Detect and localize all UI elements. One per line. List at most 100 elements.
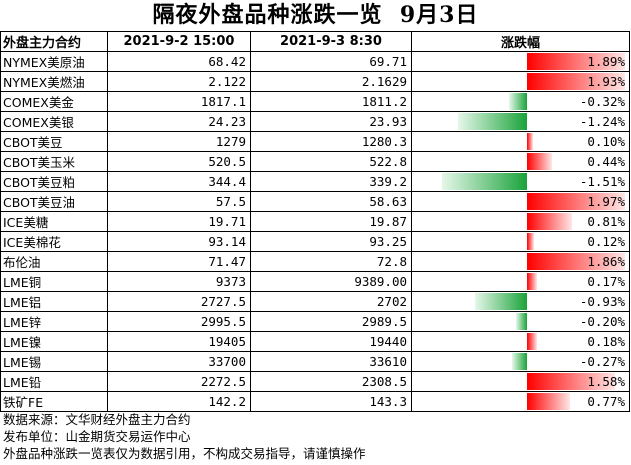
prev-price: 24.23 [107, 111, 251, 132]
change-cell: 0.12% [411, 231, 630, 252]
change-value: 1.58% [587, 374, 625, 389]
change-bar-up [527, 233, 534, 250]
change-value: 1.89% [587, 54, 625, 69]
curr-price: 1811.2 [250, 91, 412, 112]
contract-name: NYMEX美燃油 [0, 71, 108, 92]
curr-price: 2308.5 [250, 371, 412, 392]
prev-price: 2272.5 [107, 371, 251, 392]
header-prev-time: 2021-9-2 15:00 [107, 31, 251, 52]
change-bar-up [527, 393, 571, 410]
curr-price: 19.87 [250, 211, 412, 232]
contract-name: CBOT美玉米 [0, 151, 108, 172]
contract-name: LME锡 [0, 351, 108, 372]
curr-price: 58.63 [250, 191, 412, 212]
curr-price: 9389.00 [250, 271, 412, 292]
curr-price: 339.2 [250, 171, 412, 192]
change-value: 0.18% [587, 334, 625, 349]
change-bar-up [527, 333, 538, 350]
table-row: LME铝 2727.5 2702 -0.93% [0, 291, 630, 312]
table-row: LME铅 2272.5 2308.5 1.58% [0, 371, 630, 392]
change-value: 1.86% [587, 254, 625, 269]
table-row: LME锌 2995.5 2989.5 -0.20% [0, 311, 630, 332]
contract-name: ICE美糖 [0, 211, 108, 232]
prev-price: 142.2 [107, 391, 251, 412]
change-cell: -0.27% [411, 351, 630, 372]
contract-name: LME铝 [0, 291, 108, 312]
table-row: LME镍 19405 19440 0.18% [0, 331, 630, 352]
change-value: 0.77% [587, 394, 625, 409]
prev-price: 344.4 [107, 171, 251, 192]
change-cell: 0.77% [411, 391, 630, 412]
change-cell: 1.93% [411, 71, 630, 92]
prev-price: 2727.5 [107, 291, 251, 312]
table-row: 铁矿FE 142.2 143.3 0.77% [0, 391, 630, 412]
change-cell: 0.81% [411, 211, 630, 232]
change-cell: 0.17% [411, 271, 630, 292]
table-header-row: 外盘主力合约 2021-9-2 15:00 2021-9-3 8:30 涨跌幅 [0, 31, 630, 52]
curr-price: 1280.3 [250, 131, 412, 152]
table-row: NYMEX美原油 68.42 69.71 1.89% [0, 51, 630, 72]
change-cell: 1.86% [411, 251, 630, 272]
change-value: 0.12% [587, 234, 625, 249]
prev-price: 57.5 [107, 191, 251, 212]
contract-name: CBOT美豆 [0, 131, 108, 152]
change-bar-down [442, 173, 527, 190]
change-bar-down [509, 93, 527, 110]
curr-price: 72.8 [250, 251, 412, 272]
curr-price: 69.71 [250, 51, 412, 72]
prev-price: 2995.5 [107, 311, 251, 332]
table-row: NYMEX美燃油 2.122 2.1629 1.93% [0, 71, 630, 92]
change-value: -0.93% [579, 294, 625, 309]
header-contract: 外盘主力合约 [0, 31, 108, 52]
header-change: 涨跌幅 [411, 31, 630, 52]
change-bar-down [511, 353, 527, 370]
prev-price: 19.71 [107, 211, 251, 232]
prev-price: 19405 [107, 331, 251, 352]
prev-price: 93.14 [107, 231, 251, 252]
curr-price: 23.93 [250, 111, 412, 132]
curr-price: 143.3 [250, 391, 412, 412]
change-value: 1.97% [587, 194, 625, 209]
change-bar-up [527, 213, 573, 230]
change-value: 0.81% [587, 214, 625, 229]
contract-name: CBOT美豆粕 [0, 171, 108, 192]
change-value: -1.51% [579, 174, 625, 189]
change-value: -0.20% [579, 314, 625, 329]
table-row: ICE美糖 19.71 19.87 0.81% [0, 211, 630, 232]
change-bar-up [527, 133, 533, 150]
sheet-title: 隔夜外盘品种涨跌一览 9月3日 [152, 2, 479, 28]
change-cell: 1.58% [411, 371, 630, 392]
table-row: CBOT美豆 1279 1280.3 0.10% [0, 131, 630, 152]
contract-name: ICE美棉花 [0, 231, 108, 252]
change-cell: -1.51% [411, 171, 630, 192]
prev-price: 71.47 [107, 251, 251, 272]
contract-name: 布伦油 [0, 251, 108, 272]
footnotes: 数据来源：文华财经外盘主力合约 发布单位：山金期货交易运作中心 外盘品种涨跌一览… [3, 411, 366, 462]
table-row: 布伦油 71.47 72.8 1.86% [0, 251, 630, 272]
contract-name: COMEX美金 [0, 91, 108, 112]
change-value: -1.24% [579, 114, 625, 129]
change-cell: -0.20% [411, 311, 630, 332]
prev-price: 68.42 [107, 51, 251, 72]
curr-price: 33610 [250, 351, 412, 372]
change-bar-up [527, 373, 616, 390]
note-source: 数据来源：文华财经外盘主力合约 [3, 412, 191, 427]
note-publisher: 发布单位：山金期货交易运作中心 [3, 429, 191, 444]
prev-price: 33700 [107, 351, 251, 372]
contract-name: 铁矿FE [0, 391, 108, 412]
prev-price: 9373 [107, 271, 251, 292]
change-value: 0.10% [587, 134, 625, 149]
prev-price: 520.5 [107, 151, 251, 172]
change-cell: 1.89% [411, 51, 630, 72]
table-row: COMEX美银 24.23 23.93 -1.24% [0, 111, 630, 132]
table-row: CBOT美玉米 520.5 522.8 0.44% [0, 151, 630, 172]
table-row: ICE美棉花 93.14 93.25 0.12% [0, 231, 630, 252]
curr-price: 19440 [250, 331, 412, 352]
change-bar-down [457, 113, 527, 130]
table-row: LME锡 33700 33610 -0.27% [0, 351, 630, 372]
curr-price: 522.8 [250, 151, 412, 172]
change-cell: -0.32% [411, 91, 630, 112]
price-change-table: 外盘主力合约 2021-9-2 15:00 2021-9-3 8:30 涨跌幅 … [0, 31, 630, 412]
table-row: COMEX美金 1817.1 1811.2 -0.32% [0, 91, 630, 112]
contract-name: COMEX美银 [0, 111, 108, 132]
